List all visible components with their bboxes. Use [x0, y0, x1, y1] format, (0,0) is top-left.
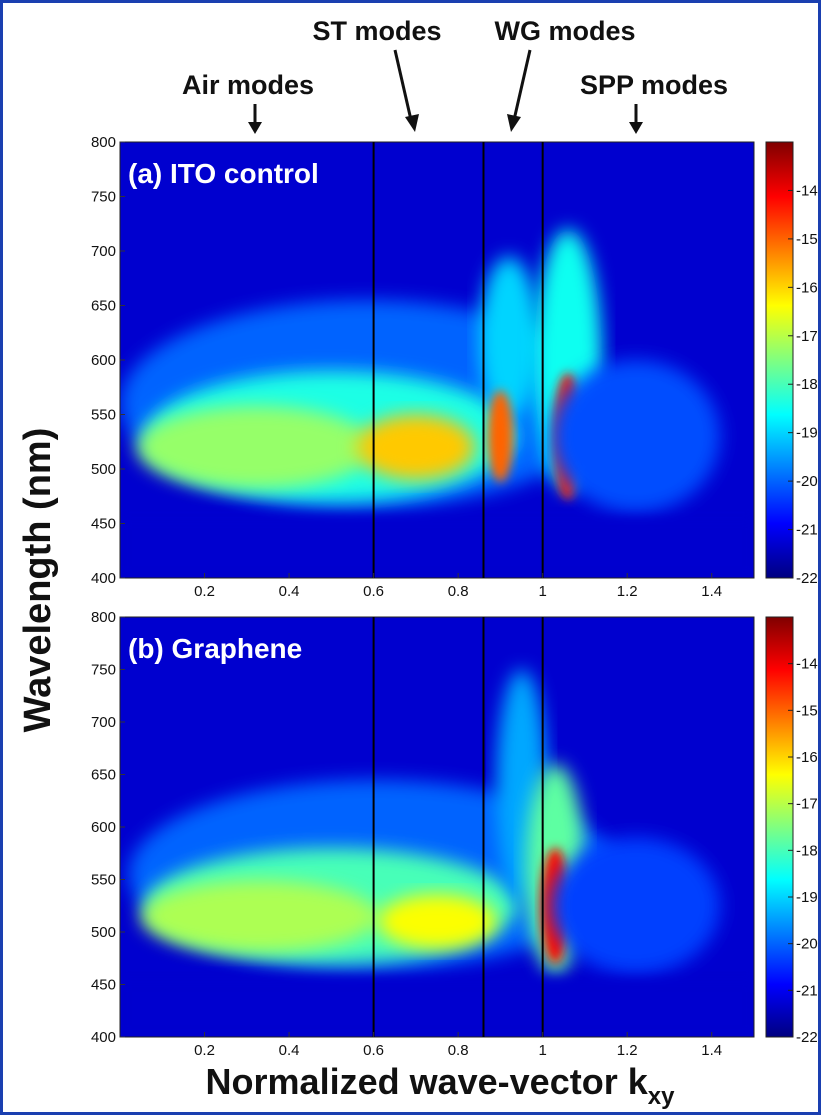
- colorbar-tick-label: -16: [796, 749, 818, 766]
- y-tick-label: 700: [91, 243, 116, 260]
- y-tick-label: 600: [91, 352, 116, 369]
- axis-ticks-a: 0.2 0.4 0.6 0.8 1 1.2 1.4 400 450 500 550 600 650 700…: [91, 134, 722, 600]
- panel-label-a: (a) ITO control: [128, 158, 319, 189]
- x-axis-title-main: Normalized wave-vector k: [206, 1061, 649, 1102]
- colorbar-tick-label: -20: [796, 473, 818, 490]
- arrow-wg-icon: [507, 49, 532, 132]
- colorbar-tick-label: -14: [796, 656, 818, 673]
- x-tick-label: 1: [538, 1042, 546, 1059]
- y-tick-label: 800: [91, 609, 116, 626]
- y-tick-label: 750: [91, 189, 116, 206]
- colorbar-tick-label: -19: [796, 889, 818, 906]
- intensity-region: [377, 894, 497, 949]
- guide-lines-a: [372, 142, 544, 578]
- x-tick-label: 1.4: [701, 583, 722, 600]
- x-tick-label: 0.4: [279, 1042, 300, 1059]
- y-tick-label: 550: [91, 872, 116, 889]
- y-tick-label: 800: [91, 134, 116, 151]
- mode-label-st: ST modes: [312, 16, 441, 46]
- intensity-region: [487, 390, 514, 483]
- x-tick-label: 1: [538, 583, 546, 600]
- colorbar-tick-label: -15: [796, 231, 818, 248]
- intensity-region: [551, 837, 721, 974]
- x-tick-label: 1.2: [617, 583, 638, 600]
- mode-label-air: Air modes: [182, 70, 314, 100]
- heatmap-a: [120, 142, 754, 578]
- x-axis-title-subscript: xy: [648, 1083, 675, 1110]
- intensity-region: [356, 414, 476, 480]
- colorbar-b: -22 -21 -20 -19 -18 -17 -16 -15 -14: [765, 616, 818, 1046]
- colorbar-tick-label: -19: [796, 425, 818, 442]
- y-tick-label: 500: [91, 924, 116, 941]
- low-intensity-band: [120, 518, 754, 578]
- mode-label-wg: WG modes: [494, 16, 635, 46]
- colorbar-tick-label: -20: [796, 936, 818, 953]
- x-tick-label: 0.2: [194, 583, 215, 600]
- colorbar-a: -22 -21 -20 -19 -18 -17 -16 -15 -14: [765, 141, 818, 587]
- arrow-spp-icon: [629, 104, 643, 134]
- x-tick-label: 0.6: [363, 583, 384, 600]
- intensity-region: [551, 360, 721, 513]
- y-tick-label: 700: [91, 714, 116, 731]
- colorbar-tick-label: -18: [796, 376, 818, 393]
- colorbar-tick-label: -18: [796, 842, 818, 859]
- panel-label-b: (b) Graphene: [128, 633, 302, 664]
- y-tick-label: 450: [91, 516, 116, 533]
- y-tick-label: 550: [91, 407, 116, 424]
- y-tick-label: 600: [91, 819, 116, 836]
- x-tick-label: 0.2: [194, 1042, 215, 1059]
- axis-ticks-b: 0.2 0.4 0.6 0.8 1 1.2 1.4 400 450 500 550 600 650 700…: [91, 609, 722, 1059]
- mode-labels: Air modes ST modes WG modes SPP modes: [182, 16, 728, 134]
- colorbar-tick-label: -14: [796, 182, 818, 199]
- x-tick-label: 1.2: [617, 1042, 638, 1059]
- y-tick-label: 500: [91, 461, 116, 478]
- guide-lines-b: [372, 617, 544, 1037]
- colorbar-tick-label: -22: [796, 1029, 818, 1046]
- intensity-region: [136, 405, 374, 489]
- mode-label-spp: SPP modes: [580, 70, 728, 100]
- y-axis-title: Wavelength (nm): [17, 428, 59, 733]
- heatmap-b: [120, 617, 754, 1037]
- colorbar-tick-label: -21: [796, 522, 818, 539]
- colorbar-tick-label: -17: [796, 796, 818, 813]
- panel-a-ito-control: 0.2 0.4 0.6 0.8 1 1.2 1.4 400 450 500 550 600 650 700…: [91, 134, 818, 600]
- y-tick-label: 750: [91, 662, 116, 679]
- intensity-region: [479, 256, 539, 420]
- colorbar-tick-label: -17: [796, 328, 818, 345]
- y-tick-label: 400: [91, 570, 116, 587]
- colorbar-tick-label: -15: [796, 702, 818, 719]
- colorbar-gradient: [765, 616, 794, 1038]
- arrow-st-icon: [393, 49, 419, 132]
- y-tick-label: 650: [91, 298, 116, 315]
- x-tick-label: 0.4: [279, 583, 300, 600]
- colorbar-tick-label: -16: [796, 279, 818, 296]
- low-intensity-band: [120, 979, 754, 1037]
- x-axis-title: Normalized wave-vector kxy: [206, 1061, 676, 1110]
- arrow-air-icon: [248, 104, 262, 134]
- colorbar-gradient: [765, 141, 794, 579]
- x-tick-label: 0.8: [448, 583, 469, 600]
- x-tick-label: 1.4: [701, 1042, 722, 1059]
- x-tick-label: 0.6: [363, 1042, 384, 1059]
- y-tick-label: 450: [91, 977, 116, 994]
- x-tick-label: 0.8: [448, 1042, 469, 1059]
- y-tick-label: 400: [91, 1029, 116, 1046]
- colorbar-tick-label: -21: [796, 982, 818, 999]
- colorbar-tick-label: -22: [796, 570, 818, 587]
- panel-b-graphene: 0.2 0.4 0.6 0.8 1 1.2 1.4 400 450 500 550 600 650 700…: [91, 609, 818, 1059]
- intensity-region: [141, 880, 378, 952]
- y-tick-label: 650: [91, 767, 116, 784]
